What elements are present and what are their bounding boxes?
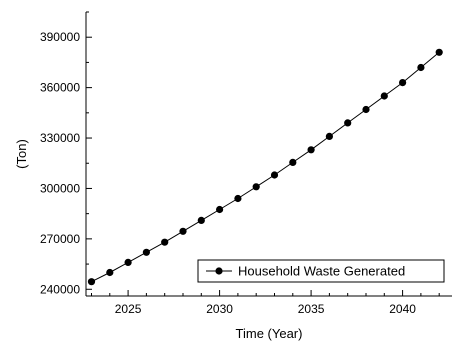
series-line (91, 51, 440, 283)
x-tick-label: 2040 (389, 302, 416, 316)
x-ticks: 2025 2030 2035 2040 (90, 290, 440, 316)
data-point (362, 105, 370, 114)
data-point (435, 48, 443, 56)
y-tick-label: 360000 (40, 81, 80, 95)
data-point (124, 258, 132, 266)
data-point (106, 268, 114, 277)
data-point (344, 119, 352, 127)
y-tick-label: 330000 (40, 131, 80, 145)
y-axis-title: (Ton) (14, 139, 29, 169)
y-tick-label: 270000 (40, 232, 80, 246)
data-point (380, 92, 388, 100)
data-point (307, 146, 315, 154)
data-point (399, 79, 407, 87)
data-point (270, 171, 279, 179)
data-point (179, 227, 187, 235)
legend-box (197, 259, 445, 283)
legend: Household Waste Generated (197, 259, 445, 283)
plot-area: 240000 270000 300000 330000 360000 390000 202… (40, 11, 452, 316)
y-tick-label: 390000 (40, 30, 80, 44)
legend-marker (215, 267, 223, 275)
y-tick-label: 240000 (40, 282, 80, 296)
legend-label: Household Waste Generated (238, 264, 405, 279)
x-tick-label: 2035 (298, 302, 325, 316)
y-tick-label: 300000 (40, 181, 80, 195)
data-point (216, 205, 224, 214)
data-point (417, 63, 425, 72)
data-point (325, 132, 333, 140)
data-point (161, 238, 169, 246)
data-point (142, 248, 150, 256)
data-point (234, 194, 242, 203)
x-tick-label: 2030 (206, 302, 233, 316)
data-point (289, 158, 297, 166)
data-point (252, 183, 260, 191)
data-point (87, 278, 96, 286)
series-group (87, 48, 443, 286)
data-point (197, 216, 205, 224)
x-tick-label: 2025 (115, 302, 142, 316)
y-ticks: 240000 270000 300000 330000 360000 390000 (40, 11, 92, 296)
x-axis-title: Time (Year) (236, 326, 303, 341)
